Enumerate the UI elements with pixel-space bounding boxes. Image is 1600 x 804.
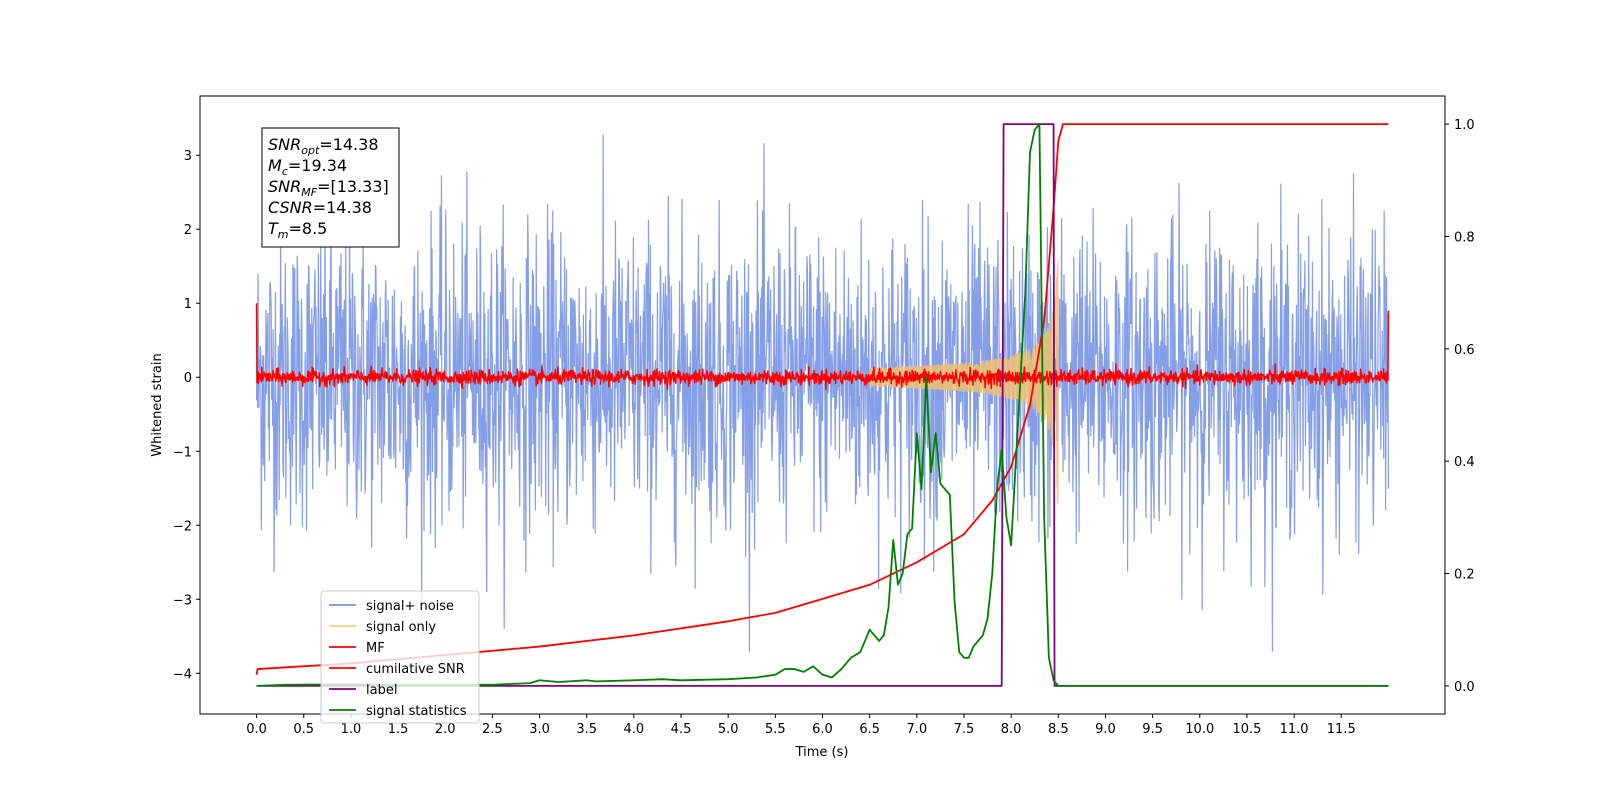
y-tick-label-left: 2: [184, 223, 192, 238]
x-tick-label: 5.0: [718, 722, 739, 737]
x-tick-label: 3.5: [576, 722, 597, 737]
y-tick-label-left: 3: [184, 149, 192, 164]
legend-frame: [320, 590, 480, 724]
y-tick-label-right: 0.6: [1454, 343, 1475, 358]
x-tick-label: 0.0: [246, 722, 267, 737]
x-tick-label: 1.5: [388, 722, 409, 737]
y-tick-label-left: 1: [184, 297, 192, 312]
y-tick-label-right: 0.0: [1454, 680, 1475, 695]
y-tick-label-right: 0.8: [1454, 230, 1475, 245]
x-tick-label: 4.5: [671, 722, 692, 737]
y-tick-label-left: −2: [173, 519, 192, 534]
x-tick-label: 4.0: [624, 722, 645, 737]
info-box-frame: [261, 127, 400, 248]
x-tick-label: 3.0: [529, 722, 550, 737]
y-tick-label-left: −1: [173, 445, 192, 460]
x-tick-label: 7.5: [954, 722, 975, 737]
x-tick-label: 7.0: [906, 722, 927, 737]
x-tick-label: 10.5: [1232, 722, 1261, 737]
y-tick-label-right: 0.2: [1454, 568, 1475, 583]
x-tick-label: 9.0: [1095, 722, 1116, 737]
x-tick-label: 2.0: [435, 722, 456, 737]
x-tick-label: 8.5: [1048, 722, 1069, 737]
x-tick-label: 10.0: [1185, 722, 1214, 737]
x-tick-label: 9.5: [1142, 722, 1163, 737]
legend-label: signal statistics: [366, 704, 467, 719]
x-tick-label: 8.0: [1001, 722, 1022, 737]
y-tick-label-right: 1.0: [1454, 118, 1475, 133]
info-box-line: Mc=19.34: [268, 156, 347, 178]
y-tick-label-left: −3: [173, 593, 192, 608]
info-box-line: CSNR=14.38: [268, 198, 372, 217]
x-tick-label: 11.5: [1327, 722, 1356, 737]
x-tick-label: 5.5: [765, 722, 786, 737]
y-tick-label-left: −4: [173, 667, 192, 682]
legend-label: signal only: [366, 620, 436, 635]
info-box-line: SNRopt=14.38: [268, 135, 379, 157]
series-line-signal-statistics: [256, 123, 1389, 687]
legend-label: cumilative SNR: [366, 662, 465, 677]
y-tick-label-right: 0.4: [1454, 455, 1475, 470]
legend-label: MF: [366, 641, 385, 656]
series-line-mf: [255, 303, 1390, 391]
x-tick-label: 6.0: [812, 722, 833, 737]
y-axis-left: 3 2 1 0 −1 −2 −3 −4: [173, 149, 200, 682]
info-box-line: Tm=8.5: [268, 219, 327, 241]
info-box: SNRopt=14.38Mc=19.34SNRMF=[13.33]CSNR=14…: [261, 127, 400, 248]
y-axis-label: Whitened strain: [150, 353, 165, 456]
x-axis: 0.0 0.5 1.0 1.5 2.0 2.5 3.0 3.5 4.0 4.5 5.0 5.5 6.0 6…: [246, 714, 1356, 737]
series-line-signal-only: [869, 260, 1059, 505]
x-axis-label: Time (s): [795, 745, 849, 760]
legend: signal+ noise signal only MF cumilative SNR…: [320, 590, 480, 724]
x-tick-label: 11.0: [1280, 722, 1309, 737]
y-tick-label-left: 0: [184, 371, 192, 386]
x-tick-label: 1.0: [341, 722, 362, 737]
series-line-noise: [255, 134, 1390, 652]
legend-label: signal+ noise: [366, 599, 454, 614]
y-axis-right: 1.0 0.8 0.6 0.4 0.2 0.0: [1445, 118, 1475, 695]
info-box-line: SNRMF=[13.33]: [268, 177, 389, 199]
x-tick-label: 2.5: [482, 722, 503, 737]
x-tick-label: 0.5: [293, 722, 314, 737]
x-tick-label: 6.5: [859, 722, 880, 737]
legend-label: label: [366, 683, 397, 698]
